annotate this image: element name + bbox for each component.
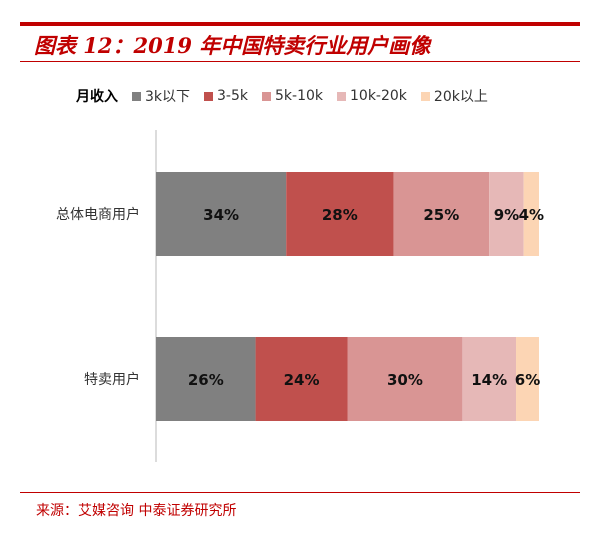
data-label: 25% <box>423 206 459 224</box>
legend-swatch <box>262 91 271 101</box>
legend-swatch <box>204 91 214 101</box>
bar-segment <box>156 172 287 256</box>
legend-item: 3-5k <box>204 88 248 104</box>
legend-label: 20k以上 <box>433 89 488 105</box>
data-label: 26% <box>188 371 224 389</box>
data-label: 9% <box>494 206 519 224</box>
bar-segment <box>286 172 394 256</box>
bar-segment <box>393 172 490 256</box>
legend-label: 10k-20k <box>350 88 407 104</box>
legend-item: 20k以上 <box>420 86 488 106</box>
legend-item: 10k-20k <box>337 88 407 104</box>
data-label: 34% <box>203 206 239 224</box>
bar-segment <box>489 172 524 256</box>
legend-swatch <box>420 91 430 101</box>
legend: 月收入 3k以下 3-5k 5k-10k 10k-20k 20k以上 <box>76 86 502 106</box>
data-label: 24% <box>284 371 320 389</box>
data-label: 28% <box>322 206 358 224</box>
legend-label: 5k-10k <box>275 88 323 104</box>
bar-segment <box>347 337 463 421</box>
bottom-rule <box>20 492 580 493</box>
bar-segment <box>156 337 256 421</box>
title-rule <box>20 61 580 62</box>
legend-label: 3k以下 <box>145 89 191 105</box>
bar-segment <box>516 337 539 421</box>
data-label: 14% <box>471 371 507 389</box>
data-label: 30% <box>387 371 423 389</box>
legend-item: 5k-10k <box>262 88 323 104</box>
data-label: 6% <box>515 371 540 389</box>
bar-segment <box>523 172 539 256</box>
figure-title: 图表 12：2019 年中国特卖行业用户画像 <box>34 33 431 58</box>
category-label: 总体电商用户 <box>56 206 140 223</box>
source-note: 来源：艾媒咨询 中泰证券研究所 <box>36 503 237 519</box>
legend-label: 3-5k <box>217 88 248 104</box>
category-label: 特卖用户 <box>84 371 140 388</box>
legend-swatch <box>132 91 141 101</box>
legend-title: 月收入 <box>76 89 118 105</box>
data-label: 4% <box>519 206 544 224</box>
bar-segment <box>255 337 348 421</box>
bar-segment <box>462 337 517 421</box>
legend-item: 3k以下 <box>132 86 190 106</box>
legend-swatch <box>337 91 346 101</box>
top-rule <box>20 22 580 26</box>
